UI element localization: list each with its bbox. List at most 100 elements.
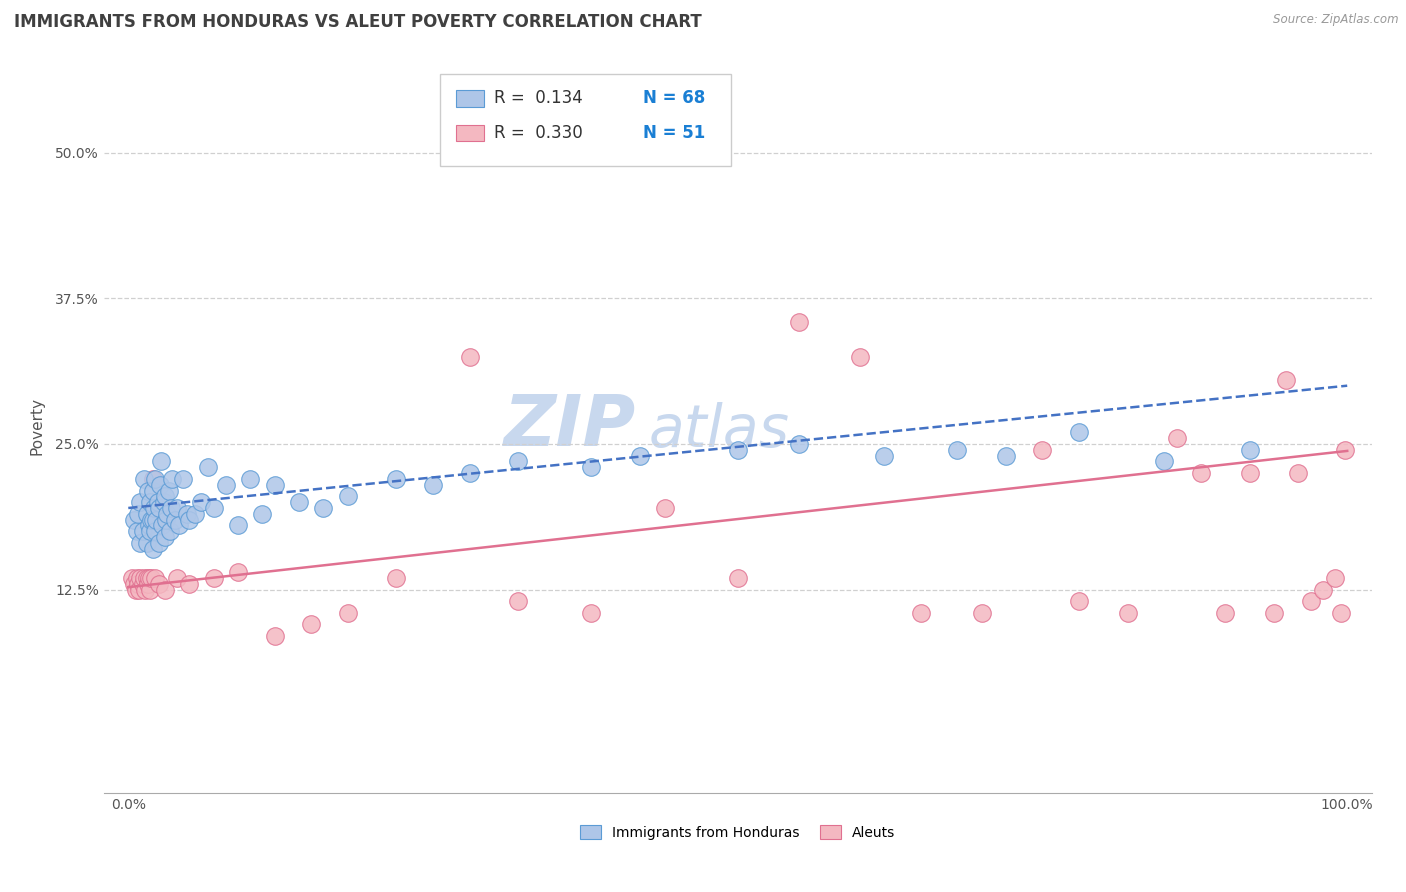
Point — [143, 571, 166, 585]
Point — [142, 500, 165, 515]
Point — [946, 442, 969, 457]
Point — [202, 500, 225, 515]
Point — [146, 495, 169, 509]
Point — [148, 576, 170, 591]
Point — [727, 571, 749, 585]
Point — [288, 495, 311, 509]
Point — [142, 541, 165, 556]
Point — [156, 507, 179, 521]
Point — [190, 495, 212, 509]
Point — [157, 483, 180, 498]
Point — [1330, 606, 1353, 620]
Point — [148, 500, 170, 515]
Point — [508, 594, 530, 608]
Point — [125, 524, 148, 539]
Point — [135, 571, 157, 585]
Point — [143, 472, 166, 486]
Point — [134, 582, 156, 597]
Point — [226, 565, 249, 579]
Point — [1263, 606, 1285, 620]
Point — [654, 500, 676, 515]
Point — [155, 513, 177, 527]
FancyBboxPatch shape — [440, 74, 731, 166]
Point — [139, 524, 162, 539]
Text: IMMIGRANTS FROM HONDURAS VS ALEUT POVERTY CORRELATION CHART: IMMIGRANTS FROM HONDURAS VS ALEUT POVERT… — [14, 13, 702, 31]
Point — [787, 437, 810, 451]
Point — [141, 571, 163, 585]
Point — [142, 472, 165, 486]
Point — [138, 518, 160, 533]
Text: atlas: atlas — [650, 401, 790, 458]
Point — [124, 582, 146, 597]
Point — [1166, 431, 1188, 445]
Point — [299, 617, 322, 632]
Point — [163, 513, 186, 527]
Point — [129, 571, 152, 585]
Point — [153, 582, 176, 597]
Point — [127, 576, 149, 591]
Text: R =  0.330: R = 0.330 — [495, 124, 583, 142]
Point — [160, 472, 183, 486]
Point — [184, 507, 207, 521]
Point — [149, 477, 172, 491]
Point — [166, 571, 188, 585]
Point — [1031, 442, 1053, 457]
Point — [197, 460, 219, 475]
Point — [263, 629, 285, 643]
Text: R =  0.134: R = 0.134 — [495, 89, 583, 108]
Point — [994, 449, 1017, 463]
Point — [179, 576, 201, 591]
Point — [132, 576, 155, 591]
Point — [138, 571, 160, 585]
Point — [153, 530, 176, 544]
Point — [1239, 466, 1261, 480]
Point — [458, 466, 481, 480]
Point — [1324, 571, 1347, 585]
Legend: Immigrants from Honduras, Aleuts: Immigrants from Honduras, Aleuts — [575, 819, 901, 845]
Point — [1288, 466, 1310, 480]
Point — [1239, 442, 1261, 457]
Point — [385, 571, 408, 585]
Point — [135, 536, 157, 550]
Point — [1153, 454, 1175, 468]
Point — [142, 483, 165, 498]
Point — [125, 571, 148, 585]
Point — [1189, 466, 1212, 480]
Point — [1333, 442, 1355, 457]
Point — [226, 518, 249, 533]
Point — [581, 460, 603, 475]
Point — [136, 483, 159, 498]
Point — [139, 582, 162, 597]
Point — [1116, 606, 1139, 620]
Y-axis label: Poverty: Poverty — [30, 398, 44, 456]
Point — [136, 576, 159, 591]
Point — [134, 472, 156, 486]
Point — [581, 606, 603, 620]
Point — [160, 500, 183, 515]
Point — [143, 524, 166, 539]
Point — [124, 513, 146, 527]
Text: N = 68: N = 68 — [643, 89, 704, 108]
Point — [239, 472, 262, 486]
Point — [910, 606, 932, 620]
Point — [628, 449, 651, 463]
Point — [336, 606, 359, 620]
Point — [121, 571, 143, 585]
Point — [179, 513, 201, 527]
Point — [134, 571, 156, 585]
Point — [1067, 594, 1090, 608]
Point — [129, 495, 152, 509]
Point — [128, 582, 150, 597]
Point — [172, 472, 194, 486]
Point — [1299, 594, 1322, 608]
Point — [263, 477, 285, 491]
Point — [970, 606, 993, 620]
Point — [176, 507, 198, 521]
Point — [848, 350, 870, 364]
Point — [727, 442, 749, 457]
Point — [129, 536, 152, 550]
Point — [873, 449, 896, 463]
Point — [1213, 606, 1236, 620]
Point — [152, 518, 174, 533]
Text: N = 51: N = 51 — [643, 124, 704, 142]
